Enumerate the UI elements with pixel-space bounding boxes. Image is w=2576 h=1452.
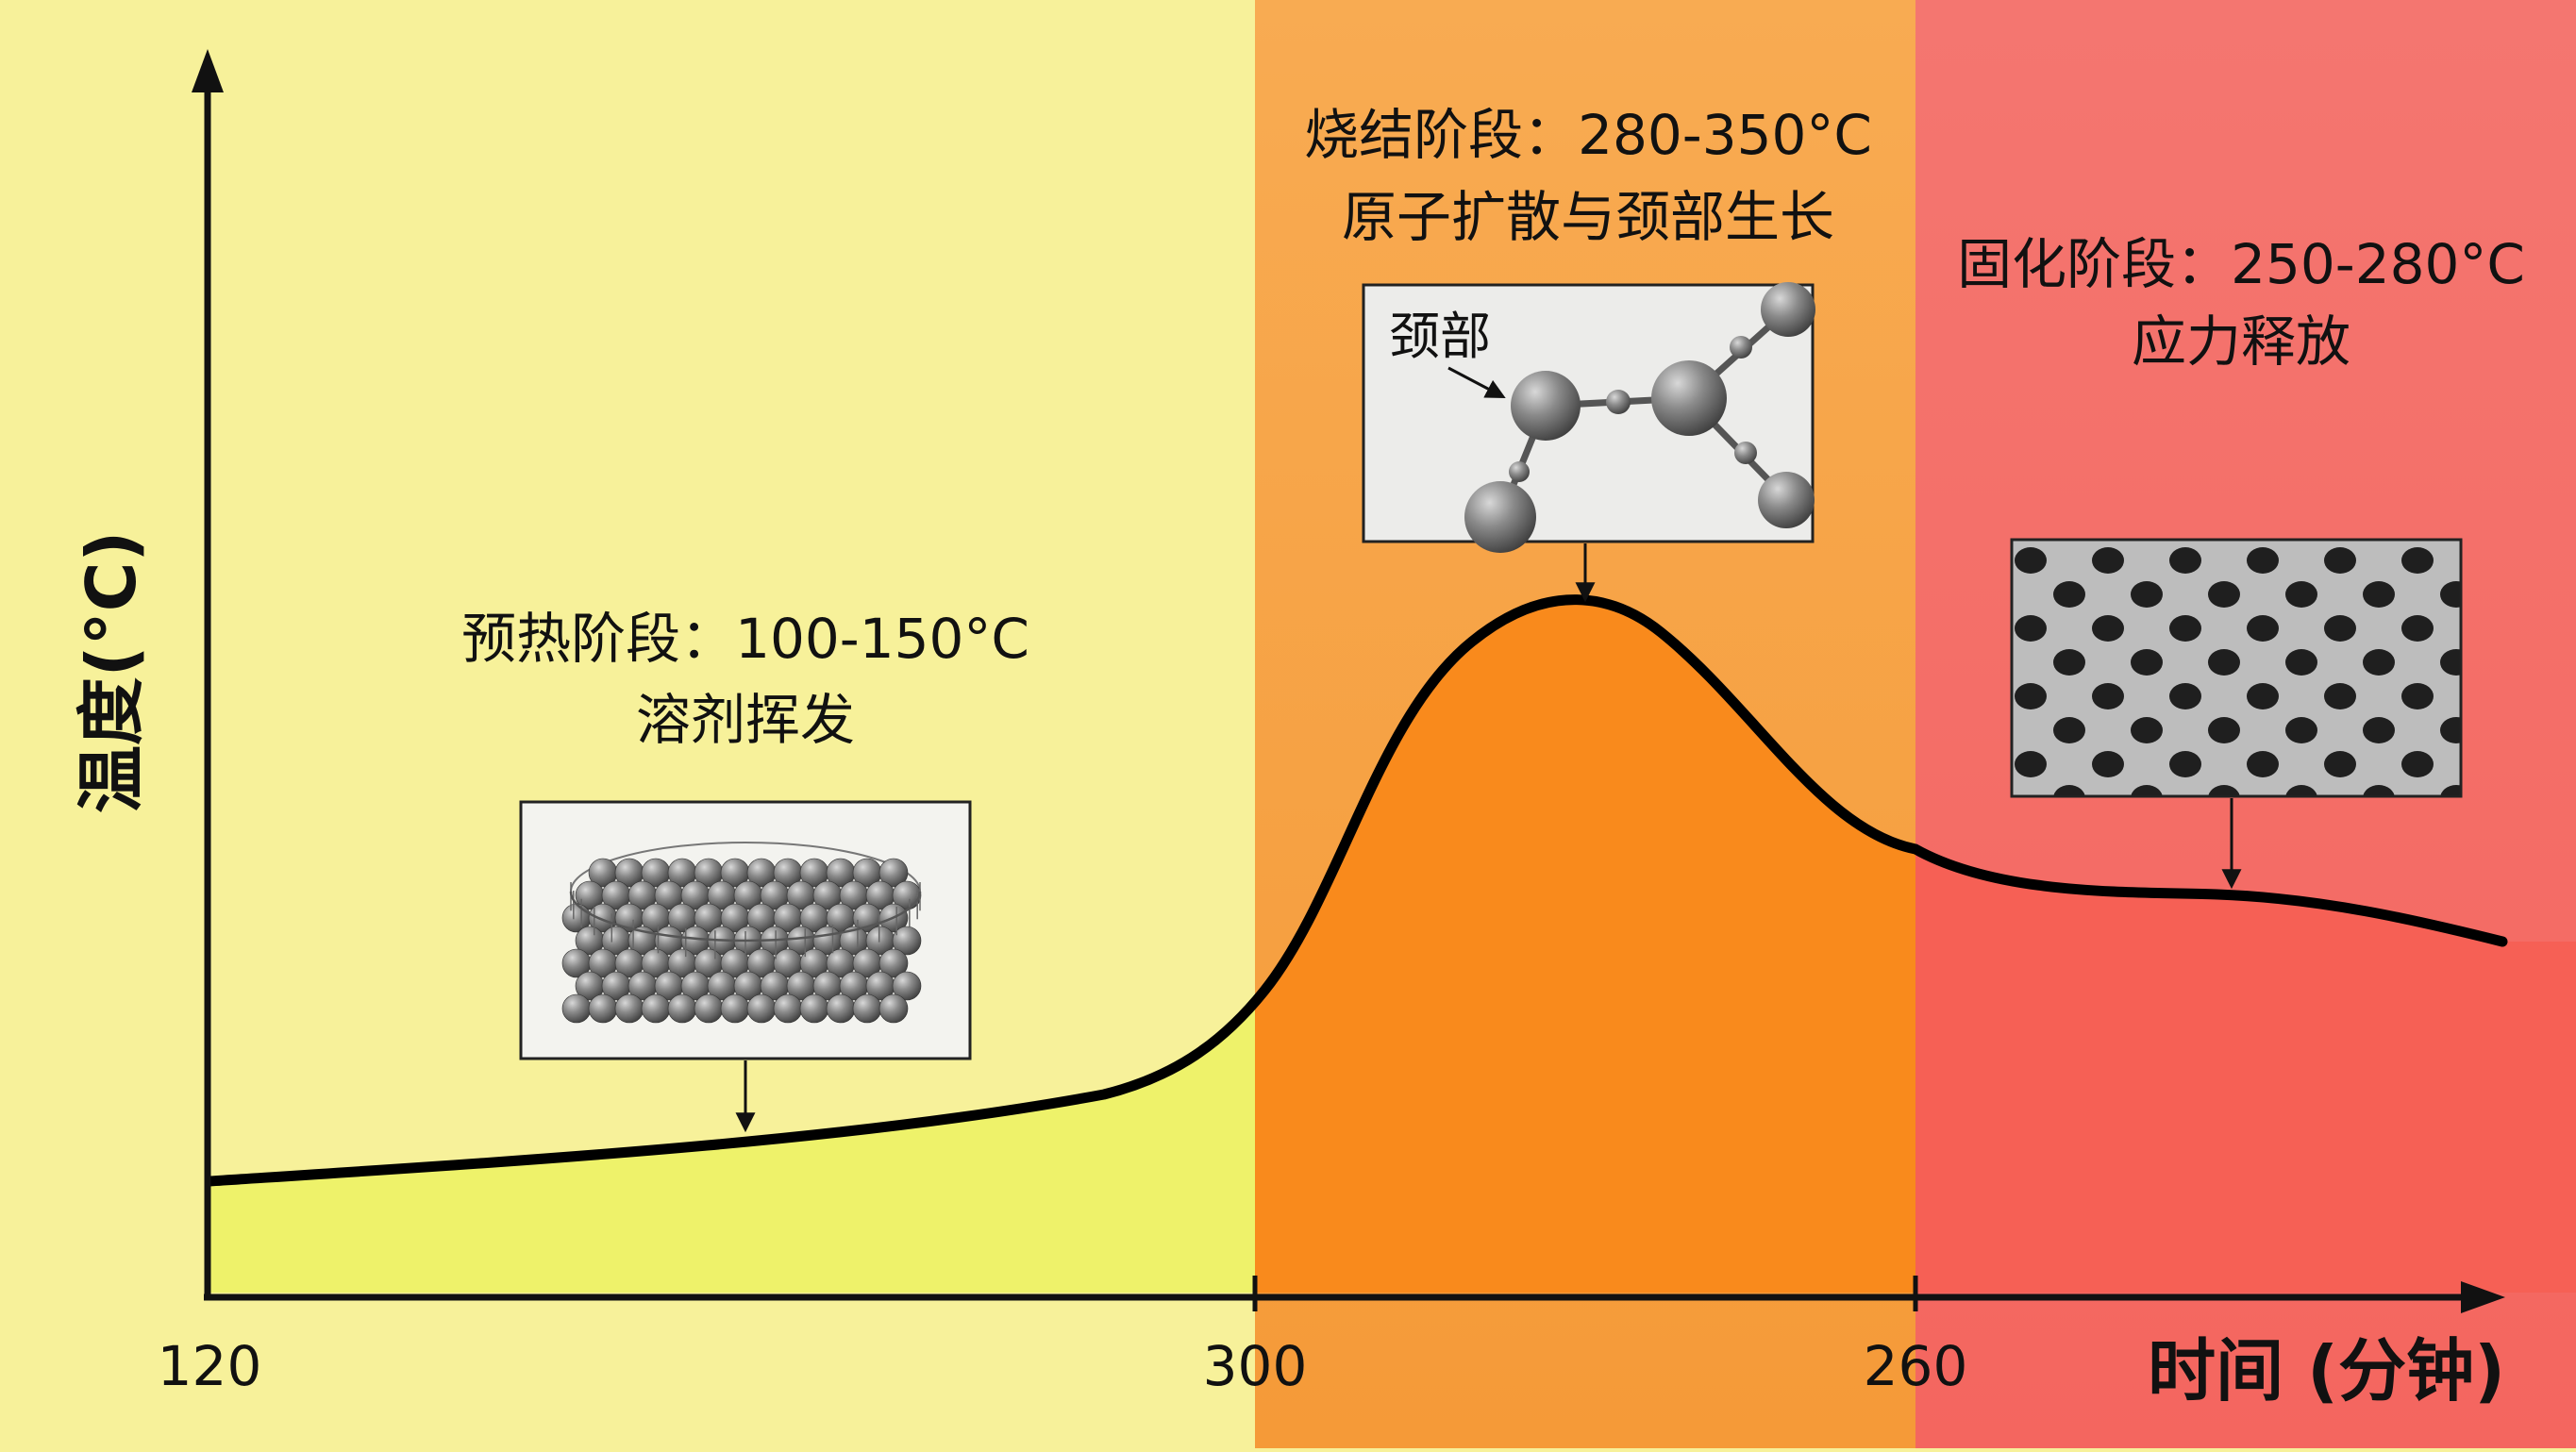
neck-inset-frame <box>1362 283 1815 543</box>
preheat-stage-desc: 溶剂挥发 <box>636 688 855 752</box>
x-tick-label-260: 260 <box>1864 1334 1968 1398</box>
curing-stage-label: 固化阶段：250-280°C 应力释放 <box>1957 232 2525 374</box>
neck-label: 颈部 <box>1389 307 1491 366</box>
x-axis-arrowhead <box>2461 1281 2505 1313</box>
preheat-stage-label: 预热阶段：100-150°C 溶剂挥发 <box>461 607 1029 752</box>
curing-area-fill <box>1915 849 2576 1293</box>
x-tick-label-120: 120 <box>158 1334 262 1398</box>
y-axis-title-unit: (°C) <box>72 531 151 677</box>
porous-inset-frame <box>2010 538 2463 798</box>
particle-bed-illustration <box>561 842 922 1024</box>
sintering-stage-name: 烧结阶段：280-350°C <box>1304 103 1872 167</box>
sintering-stage-label: 烧结阶段：280-350°C 原子扩散与颈部生长 <box>1304 103 1872 249</box>
curing-stage-desc: 应力释放 <box>2132 309 2350 374</box>
neck-growth-illustration <box>1464 282 1815 553</box>
curing-porous-inset <box>2010 538 2463 798</box>
x-axis-title: 时间 (分钟) <box>2148 1331 2505 1410</box>
curing-stage-name: 固化阶段：250-280°C <box>1957 232 2525 296</box>
sintering-area-fill <box>1255 599 1915 1293</box>
preheat-stage-name: 预热阶段：100-150°C <box>461 607 1029 671</box>
y-axis-arrowhead <box>192 49 224 92</box>
temperature-curve <box>204 594 2508 1187</box>
neck-label-arrow <box>1447 366 1506 398</box>
sintering-stage-desc: 原子扩散与颈部生长 <box>1342 185 1834 249</box>
preheat-particle-inset <box>519 800 972 1060</box>
sintering-neck-inset: 颈部 <box>1362 282 1815 553</box>
x-tick-label-300: 300 <box>1203 1334 1308 1398</box>
y-axis-title-text: 温度 <box>72 677 151 813</box>
